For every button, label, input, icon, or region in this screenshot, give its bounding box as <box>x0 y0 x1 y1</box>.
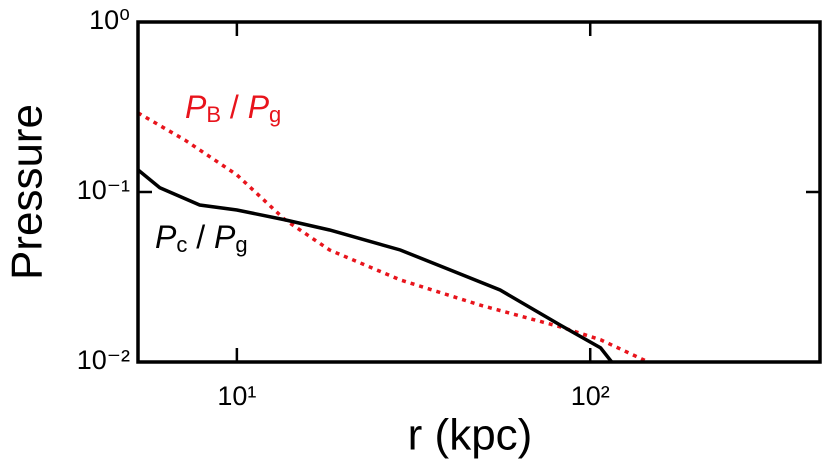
series-label-part: P <box>185 89 207 125</box>
series-label-part: / <box>187 219 214 255</box>
series-label-part: g <box>235 232 247 257</box>
series-label-part: c <box>176 232 187 257</box>
y-axis-label: Pressure <box>3 104 52 280</box>
series-label-part: P <box>155 219 177 255</box>
y-tick-label: 10⁻² <box>77 345 130 375</box>
x-tick-label: 10² <box>571 381 610 411</box>
y-tick-label: 10⁻¹ <box>77 175 130 205</box>
series-label-part: P <box>248 89 270 125</box>
plot-frame <box>136 20 822 364</box>
series-label-part: B <box>206 102 221 127</box>
series-label: PB / Pg <box>185 89 281 127</box>
series-label-part: / <box>221 89 248 125</box>
series-label-part: P <box>214 219 236 255</box>
series-label: Pc / Pg <box>155 219 248 257</box>
x-tick-label: 10¹ <box>217 381 256 411</box>
line-series <box>138 168 614 362</box>
x-axis-label: r (kpc) <box>408 411 533 460</box>
y-tick-label: 10⁰ <box>89 5 130 35</box>
series-label-part: g <box>269 102 281 127</box>
